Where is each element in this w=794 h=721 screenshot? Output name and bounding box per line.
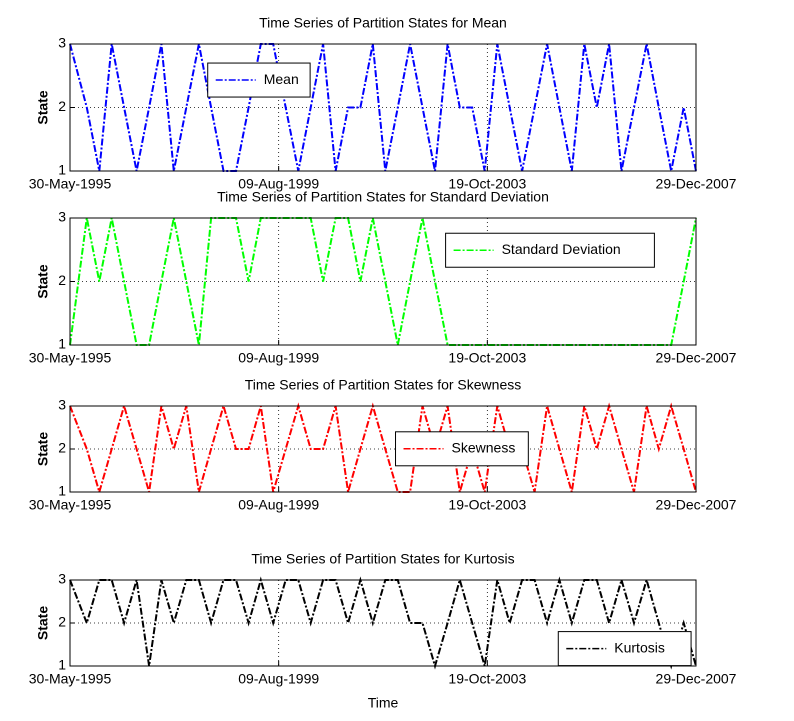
plot-frame: [69, 217, 697, 346]
legend: Mean: [207, 62, 311, 98]
x-tick-label: 19-Oct-2003: [448, 176, 526, 192]
series-line: [69, 402, 697, 496]
chart-title: Time Series of Partition States for Kurt…: [251, 551, 514, 567]
y-tick-label: 2: [58, 440, 66, 456]
x-tick-label: 09-Aug-1999: [238, 176, 319, 192]
x-tick-label: 30-May-1995: [29, 350, 112, 366]
plot-frame: [69, 579, 697, 667]
legend: Skewness: [395, 431, 529, 467]
y-tick-label: 3: [58, 35, 66, 51]
legend: Kurtosis: [557, 631, 692, 667]
x-tick-label: 30-May-1995: [29, 671, 112, 687]
legend-label: Standard Deviation: [502, 241, 621, 257]
chart-title: Time Series of Partition States for Stan…: [217, 189, 549, 205]
x-tick-label: 19-Oct-2003: [448, 671, 526, 687]
chart-title: Time Series of Partition States for Skew…: [245, 377, 521, 393]
x-tick-label: 29-Dec-2007: [656, 176, 737, 192]
plot-frame: [69, 43, 697, 172]
y-tick-label: 3: [58, 397, 66, 413]
x-tick-label: 19-Oct-2003: [448, 497, 526, 513]
x-tick-label: 29-Dec-2007: [656, 671, 737, 687]
x-tick-label: 09-Aug-1999: [238, 497, 319, 513]
x-tick-label: 30-May-1995: [29, 497, 112, 513]
y-tick-label: 2: [58, 98, 66, 114]
y-tick-label: 1: [58, 483, 66, 499]
x-tick-label: 30-May-1995: [29, 176, 112, 192]
x-tick-label: 29-Dec-2007: [656, 350, 737, 366]
y-tick-label: 1: [58, 336, 66, 352]
y-tick-label: 3: [58, 209, 66, 225]
legend-label: Mean: [264, 71, 299, 87]
chart-title: Time Series of Partition States for Mean: [259, 15, 507, 31]
x-tick-label: 09-Aug-1999: [238, 671, 319, 687]
y-tick-label: 2: [58, 614, 66, 630]
plot-frame: [69, 405, 697, 493]
legend-label: Kurtosis: [614, 639, 665, 655]
y-axis-label: State: [35, 432, 51, 466]
y-tick-label: 1: [58, 162, 66, 178]
x-tick-label: 09-Aug-1999: [238, 350, 319, 366]
y-tick-label: 1: [58, 657, 66, 673]
x-axis-label: Time: [368, 695, 399, 711]
x-tick-label: 29-Dec-2007: [656, 497, 737, 513]
x-tick-label: 19-Oct-2003: [448, 350, 526, 366]
y-axis-label: State: [35, 264, 51, 298]
y-axis-label: State: [35, 90, 51, 124]
legend: Standard Deviation: [445, 232, 655, 268]
y-axis-label: State: [35, 606, 51, 640]
y-tick-label: 3: [58, 571, 66, 587]
legend-label: Skewness: [452, 440, 516, 456]
y-tick-label: 2: [58, 272, 66, 288]
